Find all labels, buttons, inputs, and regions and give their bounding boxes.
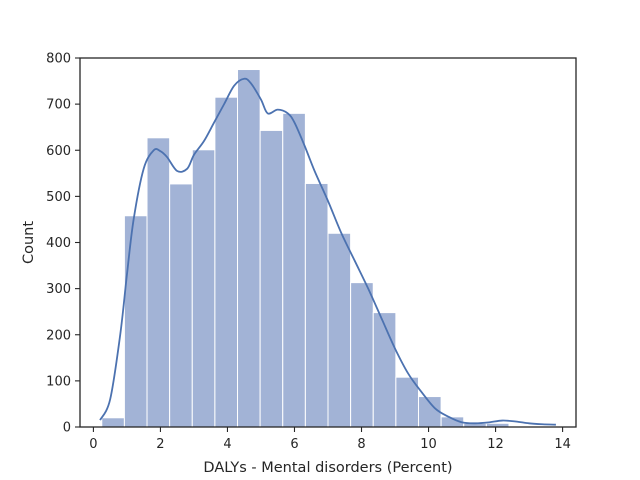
histogram-bar [327, 232, 352, 428]
y-tick-label: 700 [46, 98, 71, 113]
histogram-bar [123, 215, 148, 428]
histogram-bar [372, 312, 397, 428]
histogram-bar [417, 396, 442, 428]
x-tick-label: 8 [357, 437, 365, 452]
histogram-bar [214, 96, 239, 428]
kde-curve [99, 77, 556, 426]
histogram-bar [191, 149, 216, 428]
x-tick-label: 14 [554, 437, 571, 452]
y-tick-label: 0 [63, 421, 71, 436]
histogram-bar [169, 183, 193, 428]
x-tick-label: 0 [89, 437, 97, 452]
y-axis-ticks: 0 100 200 300 400 500 600 700 800 [46, 52, 80, 436]
histogram-bar [304, 182, 329, 428]
y-tick-label: 800 [46, 52, 71, 67]
histogram-bar [146, 137, 171, 428]
x-axis-ticks: 0 2 4 6 8 10 12 14 [89, 427, 571, 452]
y-tick-label: 200 [46, 328, 71, 343]
y-axis-label: Count [21, 221, 37, 264]
x-tick-label: 6 [290, 437, 298, 452]
y-tick-label: 600 [46, 144, 71, 159]
histogram-bars [101, 69, 555, 428]
y-tick-label: 500 [46, 190, 71, 205]
x-tick-label: 4 [223, 437, 231, 452]
y-tick-label: 300 [46, 282, 71, 297]
x-tick-label: 2 [156, 437, 164, 452]
histogram-bar [282, 112, 306, 428]
y-tick-label: 400 [46, 236, 71, 251]
x-tick-label: 12 [487, 437, 504, 452]
histogram-bar [259, 129, 284, 428]
x-axis-label: DALYs - Mental disorders (Percent) [203, 460, 452, 476]
x-tick-label: 10 [420, 437, 437, 452]
histogram-bar [237, 69, 261, 428]
histogram-bar [350, 282, 374, 428]
histogram-bar [101, 417, 125, 428]
y-tick-label: 100 [46, 374, 71, 389]
